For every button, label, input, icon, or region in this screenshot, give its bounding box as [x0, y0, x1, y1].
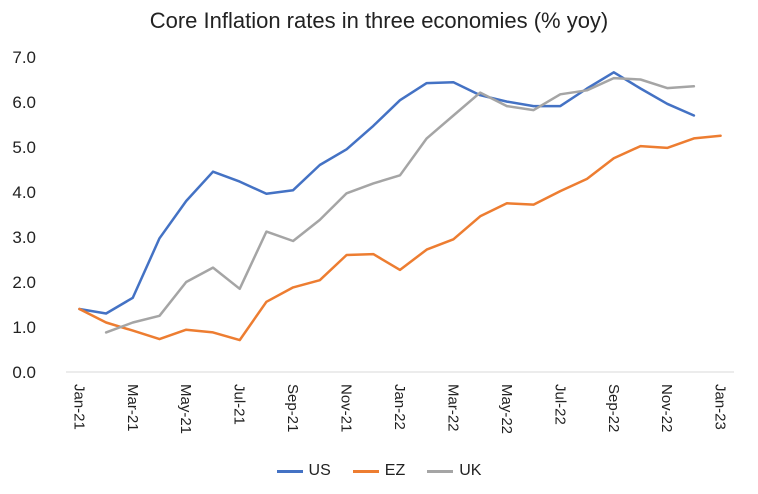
- x-tick-label: May-22: [498, 384, 515, 434]
- x-tick-label: Jul-22: [551, 384, 568, 425]
- series-line-us: [78, 71, 696, 315]
- x-tick-label: May-21: [177, 384, 194, 434]
- legend-item-ez: EZ: [352, 462, 406, 480]
- y-tick-label: 3.0: [12, 228, 36, 247]
- y-tick-label: 0.0: [12, 363, 36, 382]
- y-tick-label: 6.0: [12, 93, 36, 112]
- legend-label: US: [308, 462, 331, 479]
- y-tick-label: 4.0: [12, 183, 36, 202]
- legend-item-uk: UK: [427, 462, 481, 480]
- legend-swatch: [352, 469, 379, 473]
- x-tick-label: Mar-21: [124, 384, 141, 432]
- series-line-uk: [104, 76, 696, 334]
- legend-label: UK: [459, 462, 482, 479]
- legend-label: EZ: [384, 462, 406, 479]
- y-tick-label: 1.0: [12, 318, 36, 337]
- x-tick-label: Jan-21: [70, 384, 87, 430]
- series-line-ez: [78, 134, 722, 342]
- x-tick-label: Jan-23: [712, 384, 729, 430]
- x-tick-label: Sep-21: [284, 384, 301, 432]
- x-tick-label: Mar-22: [444, 384, 461, 432]
- x-tick-label: Nov-21: [338, 384, 355, 432]
- chart-title: Core Inflation rates in three economies …: [149, 8, 609, 33]
- legend-item-us: US: [276, 462, 331, 480]
- legend-swatch: [276, 469, 303, 473]
- x-tick-label: Jan-22: [391, 384, 408, 430]
- legend: US EZ UK: [0, 462, 758, 480]
- y-tick-label: 7.0: [12, 48, 36, 67]
- y-tick-label: 5.0: [12, 138, 36, 157]
- x-tick-label: Jul-21: [231, 384, 248, 425]
- x-tick-label: Nov-22: [658, 384, 675, 432]
- x-tick-label: Sep-22: [605, 384, 622, 432]
- legend-swatch: [427, 469, 454, 473]
- y-tick-label: 2.0: [12, 273, 36, 292]
